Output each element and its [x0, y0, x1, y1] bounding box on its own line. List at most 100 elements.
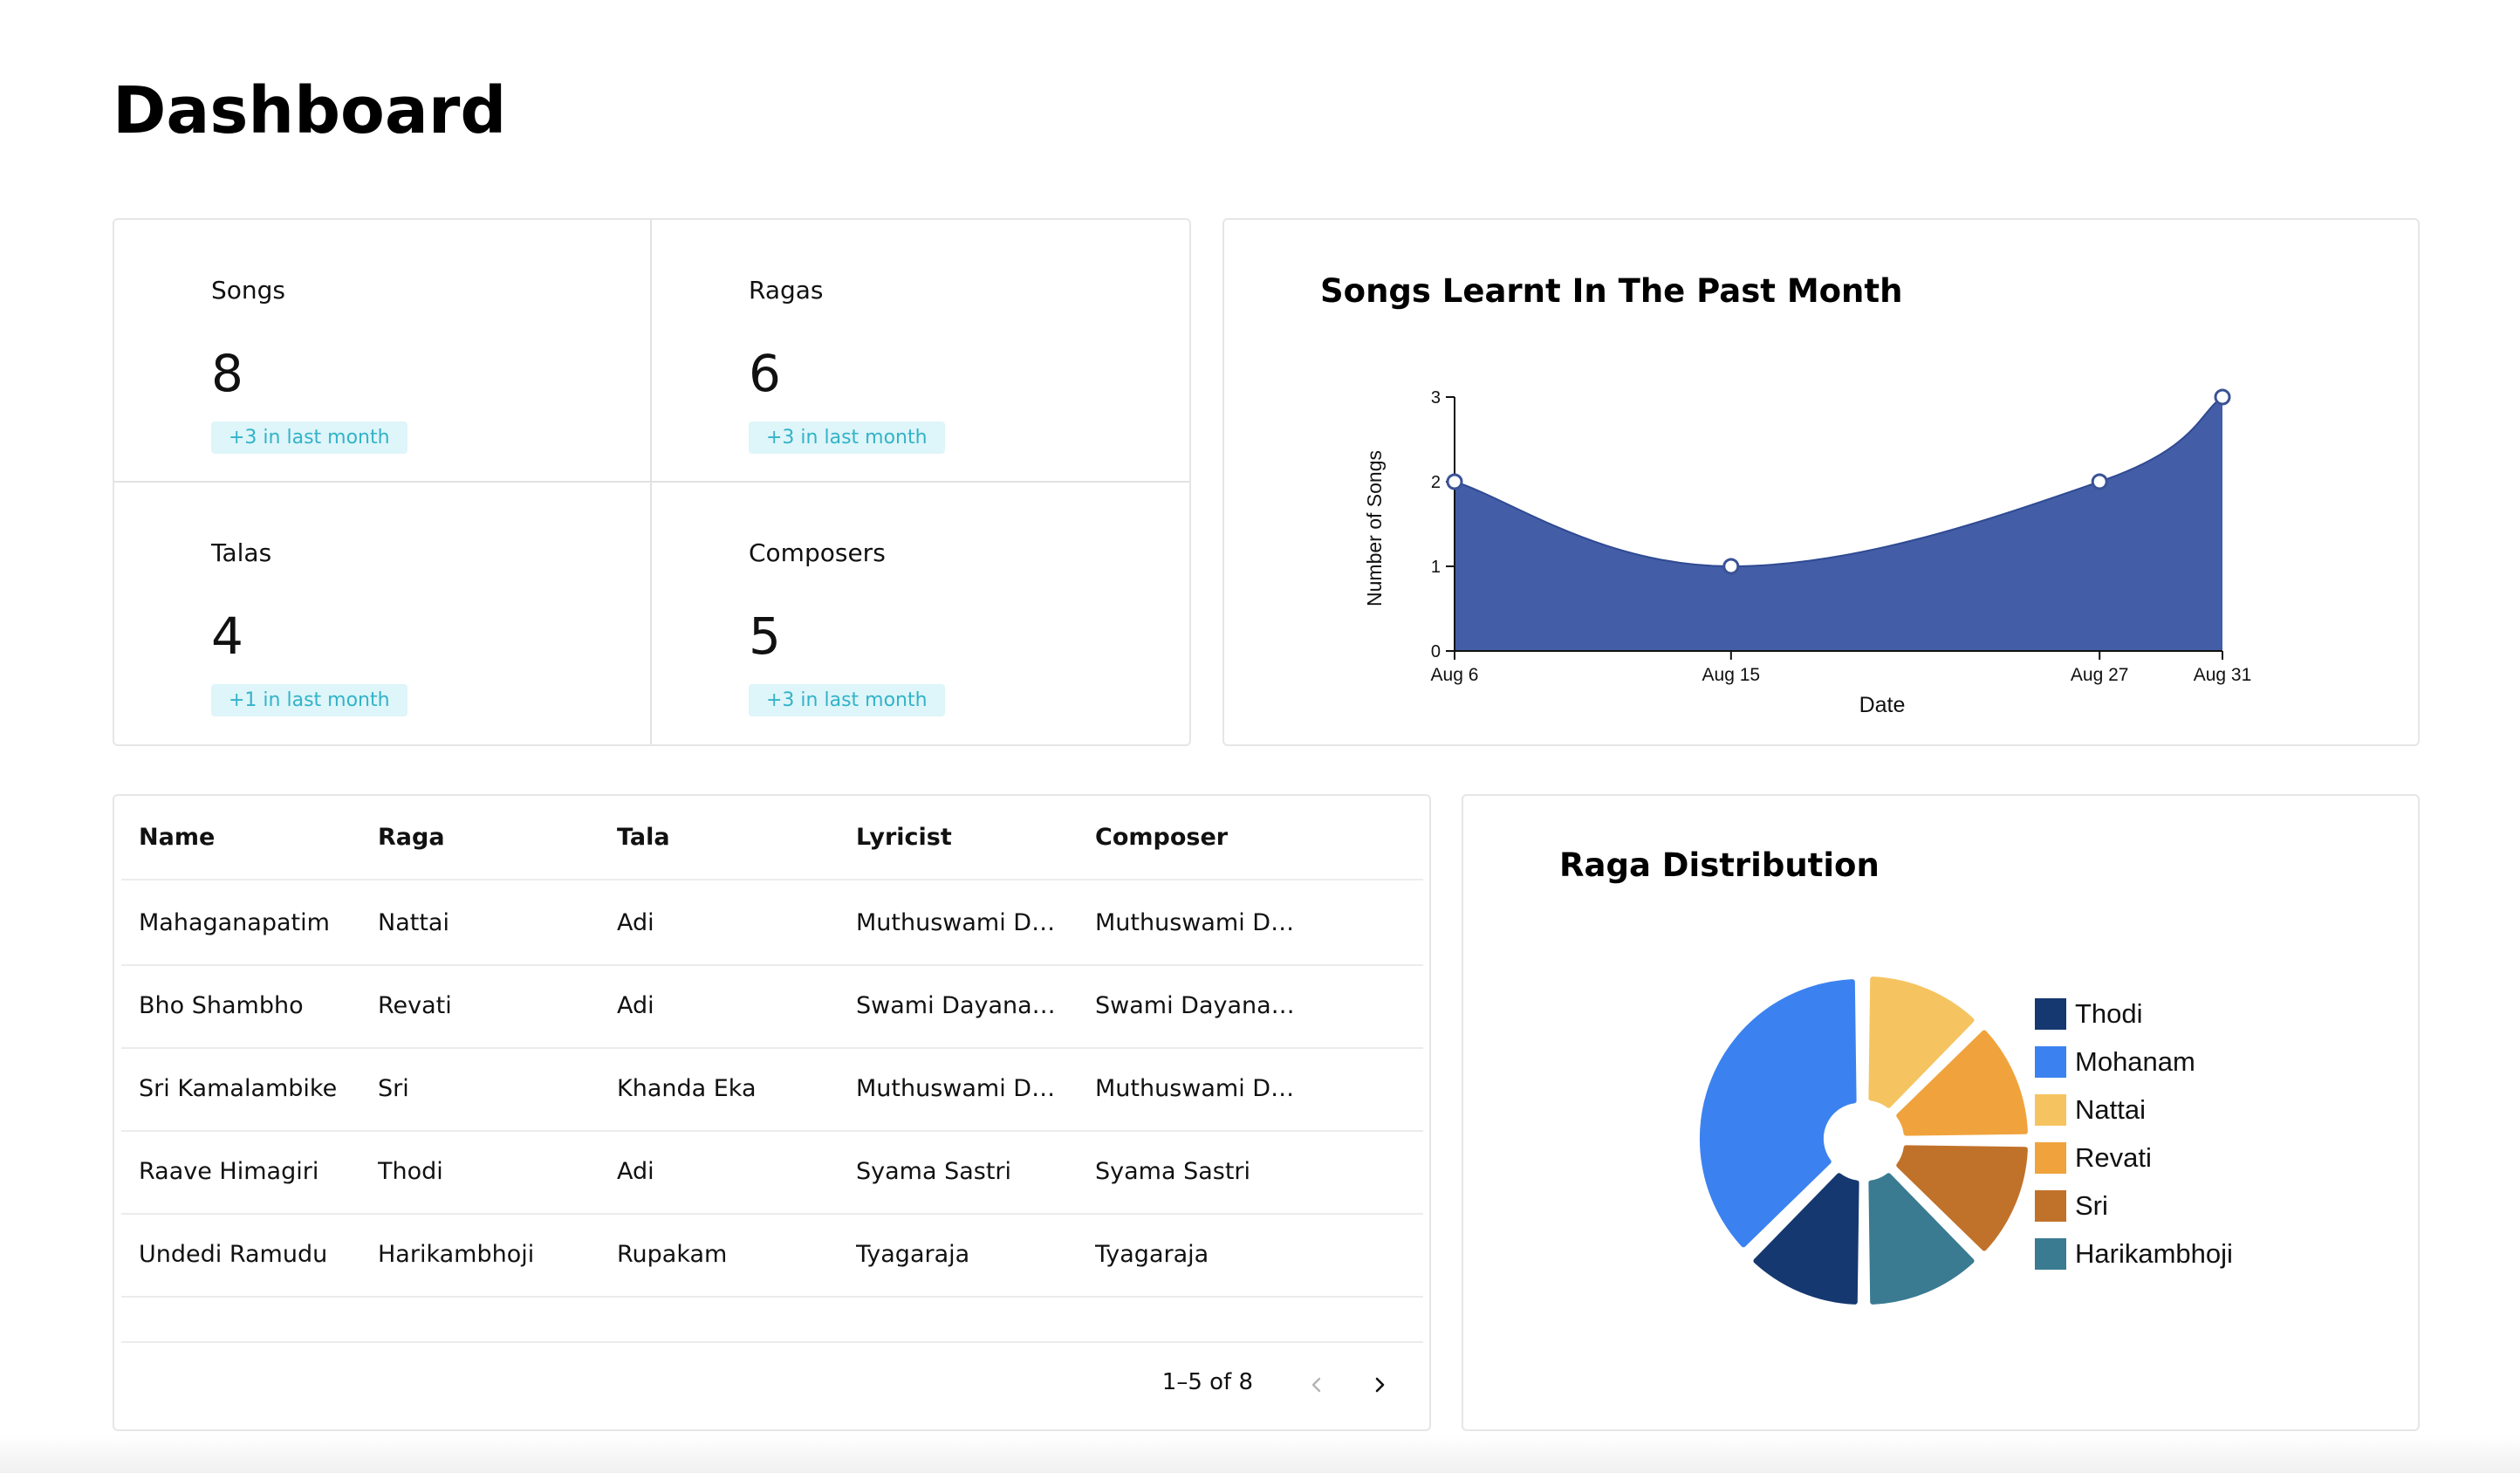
- x-tick-label: Aug 31: [2194, 665, 2252, 685]
- pie-slice-revati: [1896, 1030, 2028, 1136]
- pie-slice-thodi: [1753, 1173, 1859, 1305]
- column-header-name[interactable]: Name: [139, 824, 216, 851]
- stat-value: 6: [749, 344, 781, 403]
- pie-slice-harikambhoji: [1868, 1173, 1975, 1305]
- previous-page-button[interactable]: [1298, 1366, 1336, 1404]
- column-header-raga[interactable]: Raga: [378, 824, 445, 851]
- cell-name: Raave Himagiri: [139, 1158, 319, 1185]
- y-tick-label: 3: [1431, 388, 1441, 408]
- pie-slice-nattai: [1868, 976, 1975, 1108]
- raga-legend: Thodi Mohanam Nattai Revati Sri Harikambhoji: [2035, 990, 2233, 1278]
- stat-label: Songs: [211, 276, 286, 305]
- legend-swatch: [2035, 1237, 2066, 1270]
- stat-talas: Talas 4 +1 in last month: [114, 482, 652, 744]
- x-axis-label: Date: [1859, 693, 1906, 717]
- data-point: [1722, 558, 1740, 575]
- cell-lyricist: Tyagaraja: [856, 1241, 970, 1268]
- legend-item-sri: Sri: [2035, 1182, 2233, 1230]
- cell-name: Undedi Ramudu: [139, 1241, 328, 1268]
- cell-raga: Sri: [378, 1075, 409, 1102]
- cell-composer: Muthuswami Dikshitar: [1095, 1075, 1296, 1102]
- stat-label: Ragas: [749, 276, 824, 305]
- stat-composers: Composers 5 +3 in last month: [652, 483, 1189, 745]
- cell-raga: Thodi: [378, 1158, 443, 1185]
- legend-item-mohanam: Mohanam: [2035, 1038, 2233, 1086]
- column-header-tala[interactable]: Tala: [617, 824, 670, 851]
- stats-card: Songs 8 +3 in last month Ragas 6 +3 in l…: [113, 218, 1191, 746]
- bottom-shadow: [0, 1435, 2520, 1473]
- legend-label: Revati: [2075, 1141, 2152, 1173]
- cell-tala: Rupakam: [617, 1241, 728, 1268]
- legend-item-thodi: Thodi: [2035, 990, 2233, 1038]
- stat-songs: Songs 8 +3 in last month: [114, 220, 652, 483]
- cell-composer: Swami Dayananda Saraswati: [1095, 992, 1296, 1019]
- cell-name: Bho Shambho: [139, 992, 304, 1019]
- cell-raga: Nattai: [378, 909, 449, 936]
- legend-label: Thodi: [2075, 997, 2143, 1029]
- legend-swatch: [2035, 1093, 2066, 1126]
- cell-tala: Adi: [617, 909, 654, 936]
- y-tick-label: 1: [1431, 558, 1441, 577]
- stat-value: 4: [211, 606, 243, 666]
- table-row[interactable]: Undedi Ramudu Harikambhoji Rupakam Tyaga…: [121, 1213, 1423, 1298]
- cell-lyricist: Swami Dayananda Saraswati: [856, 992, 1057, 1019]
- stat-badge: +3 in last month: [749, 421, 945, 454]
- chevron-left-icon: [1311, 1377, 1321, 1393]
- stat-label: Composers: [749, 538, 886, 567]
- x-tick-label: Aug 27: [2071, 665, 2129, 685]
- stat-ragas: Ragas 6 +3 in last month: [652, 220, 1189, 483]
- pie-slice-mohanam: [1699, 979, 1857, 1248]
- legend-swatch: [2035, 1045, 2066, 1078]
- stat-value: 8: [211, 344, 243, 403]
- cell-lyricist: Syama Sastri: [856, 1158, 1012, 1185]
- raga-distribution-card: Raga Distribution Thodi Mohanam Nattai Reva…: [1462, 794, 2420, 1431]
- cell-name: Sri Kamalambike: [139, 1075, 338, 1102]
- songs-learnt-chart: 0 1 2 3 Aug 6 Aug 15 Aug 27 Aug 31 Date Number of…: [1363, 388, 2252, 717]
- cell-composer: Syama Sastri: [1095, 1158, 1251, 1185]
- raga-distribution-title: Raga Distribution: [1559, 846, 1880, 884]
- cell-raga: Harikambhoji: [378, 1241, 535, 1268]
- y-tick-label: 0: [1431, 642, 1441, 661]
- legend-label: Mohanam: [2075, 1045, 2195, 1077]
- table-row[interactable]: Mahaganapatim Nattai Adi Muthuswami Diks…: [121, 881, 1423, 966]
- stat-label: Talas: [211, 538, 272, 567]
- data-point: [2214, 388, 2231, 406]
- legend-swatch: [2035, 1189, 2066, 1222]
- data-point: [2091, 473, 2108, 490]
- legend-swatch: [2035, 997, 2066, 1030]
- legend-swatch: [2035, 1141, 2066, 1174]
- next-page-button[interactable]: [1360, 1366, 1399, 1404]
- x-tick-label: Aug 6: [1431, 665, 1479, 685]
- table-row[interactable]: Sri Kamalambike Sri Khanda Eka Muthuswam…: [121, 1047, 1423, 1132]
- stat-badge: +3 in last month: [749, 683, 945, 716]
- stat-value: 5: [749, 606, 781, 666]
- column-header-lyricist[interactable]: Lyricist: [856, 824, 952, 851]
- table-pagination: 1–5 of 8: [121, 1341, 1423, 1430]
- stat-badge: +3 in last month: [211, 421, 407, 454]
- legend-label: Sri: [2075, 1189, 2108, 1221]
- stat-badge: +1 in last month: [211, 683, 407, 716]
- page-title: Dashboard: [113, 73, 507, 148]
- legend-label: Harikambhoji: [2075, 1237, 2233, 1269]
- column-header-composer[interactable]: Composer: [1095, 824, 1229, 851]
- pie-slice-sri: [1896, 1145, 2028, 1251]
- legend-label: Nattai: [2075, 1093, 2146, 1125]
- y-axis-label: Number of Songs: [1363, 450, 1386, 606]
- songs-learnt-title: Songs Learnt In The Past Month: [1320, 272, 1903, 310]
- legend-item-revati: Revati: [2035, 1134, 2233, 1182]
- raga-distribution-chart: [1699, 976, 2028, 1305]
- table-row[interactable]: Raave Himagiri Thodi Adi Syama Sastri Sy…: [121, 1130, 1423, 1215]
- table-header-row: Name Raga Tala Lyricist Composer: [121, 796, 1423, 880]
- table-row[interactable]: Bho Shambho Revati Adi Swami Dayananda S…: [121, 964, 1423, 1049]
- cell-lyricist: Muthuswami Dikshitar: [856, 1075, 1057, 1102]
- cell-name: Mahaganapatim: [139, 909, 330, 936]
- cell-tala: Adi: [617, 1158, 654, 1185]
- cell-composer: Tyagaraja: [1095, 1241, 1209, 1268]
- cell-composer: Muthuswami Dikshitar: [1095, 909, 1296, 936]
- cell-raga: Revati: [378, 992, 452, 1019]
- cell-lyricist: Muthuswami Dikshitar: [856, 909, 1057, 936]
- legend-item-harikambhoji: Harikambhoji: [2035, 1230, 2233, 1278]
- songs-learnt-card: Songs Learnt In The Past Month 0 1 2 3 Aug 6…: [1222, 218, 2420, 746]
- area-series-line: [1454, 396, 2223, 568]
- chevron-right-icon: [1375, 1377, 1385, 1393]
